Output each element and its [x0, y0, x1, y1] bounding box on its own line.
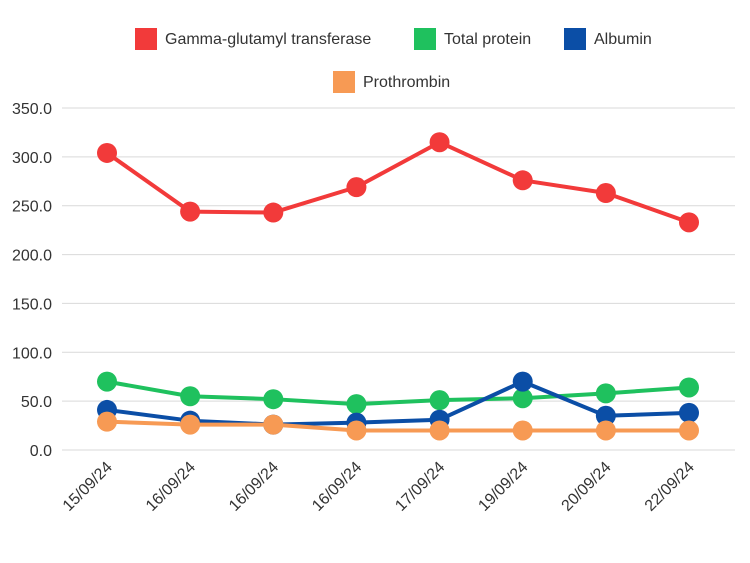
y-tick-label: 50.0 [21, 394, 52, 411]
data-point [595, 405, 616, 426]
data-point [679, 377, 699, 398]
data-point [263, 414, 284, 435]
y-tick-label: 100.0 [12, 345, 52, 362]
series-line [106, 379, 690, 407]
series-line [106, 419, 689, 433]
x-tick-label: 16/09/24 [309, 459, 365, 515]
data-point [346, 420, 367, 441]
data-point [263, 389, 284, 410]
y-tick-label: 300.0 [12, 150, 52, 167]
data-point [512, 388, 533, 409]
data-point [346, 177, 367, 198]
x-tick-label: 17/09/24 [392, 459, 448, 515]
data-point [595, 183, 616, 204]
legend-item: Total protein [414, 28, 531, 50]
x-tick-label: 15/09/24 [60, 459, 116, 515]
data-point [512, 371, 533, 392]
y-tick-label: 200.0 [12, 248, 52, 265]
y-axis-ticks: 0.0 50.0 100.0 150.0 200.0 250.0 300.0 350.0 [12, 101, 52, 460]
x-tick-label: 20/09/24 [559, 459, 615, 515]
data-point [679, 402, 699, 423]
data-point [512, 170, 533, 191]
legend-swatch [135, 28, 157, 50]
legend-item: Albumin [564, 28, 652, 50]
data-point [679, 212, 699, 233]
data-point [97, 371, 117, 392]
legend-swatch [333, 71, 355, 93]
data-point [346, 394, 367, 415]
x-tick-label: 16/09/24 [226, 459, 282, 515]
data-point [180, 201, 201, 222]
data-point [595, 420, 616, 441]
series-line [105, 140, 690, 225]
x-axis-ticks: 15/09/24 16/09/24 16/09/24 16/09/24 17/09/24… [60, 459, 698, 515]
series-3 [97, 411, 699, 441]
data-point [595, 383, 616, 404]
y-tick-label: 0.0 [30, 443, 52, 460]
y-tick-label: 350.0 [12, 101, 52, 118]
legend-label: Gamma-glutamyl transferase [165, 31, 371, 48]
data-point [180, 386, 201, 407]
data-point [180, 414, 201, 435]
legend: Gamma-glutamyl transferase Total protein A… [135, 28, 652, 93]
legend-label: Albumin [594, 31, 652, 48]
series-line [106, 379, 690, 427]
y-tick-label: 150.0 [12, 296, 52, 313]
legend-swatch [414, 28, 436, 50]
x-tick-label: 16/09/24 [143, 459, 199, 515]
legend-item: Gamma-glutamyl transferase [135, 28, 371, 50]
data-point [429, 390, 450, 411]
data-point [97, 411, 117, 432]
data-point [429, 132, 450, 153]
legend-swatch [564, 28, 586, 50]
legend-label: Total protein [444, 31, 531, 48]
data-point [429, 420, 450, 441]
series-layer [97, 132, 699, 441]
series-1 [97, 371, 699, 415]
legend-label: Prothrombin [363, 74, 450, 91]
data-point [512, 420, 533, 441]
gridlines [62, 107, 735, 451]
y-tick-label: 250.0 [12, 199, 52, 216]
data-point [679, 420, 699, 441]
x-tick-label: 22/09/24 [642, 459, 698, 515]
legend-item: Prothrombin [333, 71, 450, 93]
x-tick-label: 19/09/24 [475, 459, 531, 515]
series-0 [97, 132, 699, 233]
data-point [97, 142, 117, 163]
data-point [263, 202, 284, 223]
